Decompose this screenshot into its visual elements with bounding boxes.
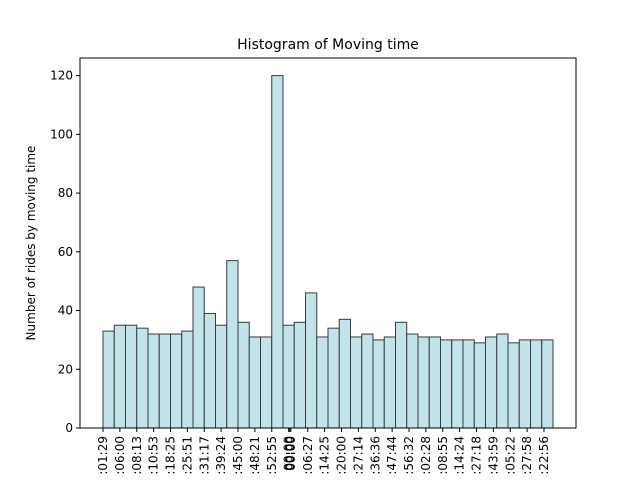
x-tick-label: 00:00 [284, 436, 298, 471]
chart-title: Histogram of Moving time [237, 37, 419, 53]
y-tick-label: 60 [58, 245, 73, 259]
x-tick-label: :27:18 [470, 436, 484, 475]
bar [316, 336, 329, 429]
bar [203, 312, 216, 429]
bar [158, 333, 171, 429]
bar [383, 336, 396, 429]
bar [293, 321, 306, 429]
y-tick-label: 100 [50, 127, 73, 141]
bar [541, 339, 554, 429]
bar [226, 260, 239, 429]
bar [215, 324, 228, 429]
x-tick-label: :05:22 [503, 436, 517, 475]
bar [507, 342, 520, 429]
bar [136, 327, 149, 429]
y-tick-label: 0 [65, 421, 73, 435]
bar [147, 333, 160, 429]
y-tick-label: 120 [50, 69, 73, 83]
x-tick-label: :48:21 [248, 436, 262, 475]
x-tick-label: :25:51 [180, 436, 194, 475]
x-tick-label: :20:00 [335, 436, 349, 475]
bar [181, 330, 194, 429]
y-tick-label: 40 [58, 304, 73, 318]
bar [125, 324, 138, 429]
bar [451, 339, 464, 429]
bar [530, 339, 543, 429]
bar [440, 339, 453, 429]
bar [361, 333, 374, 429]
x-tick-label: :14:24 [453, 436, 467, 475]
x-tick-label: 00:00 [283, 436, 297, 471]
bar [282, 324, 295, 429]
x-tick-label: :36:36 [368, 436, 382, 475]
x-tick-label: :27:58 [520, 436, 534, 475]
bar [248, 336, 261, 429]
y-tick-label: 80 [58, 186, 73, 200]
bar [170, 333, 183, 429]
bar [271, 75, 284, 429]
bar [113, 324, 126, 429]
x-tick-label: :18:25 [164, 436, 178, 475]
bar [496, 333, 509, 429]
x-tick-label: :06:27 [301, 436, 315, 475]
x-tick-label: :52:55 [265, 436, 279, 475]
y-axis: 0 20 40 60 80 100 120 [50, 69, 80, 435]
x-tick-label: :39:24 [214, 436, 228, 475]
y-tick-label: 20 [58, 362, 73, 376]
x-tick-label: :08:55 [436, 436, 450, 475]
bar [305, 292, 318, 429]
bar [327, 327, 340, 429]
x-tick-label: :27:14 [351, 436, 365, 475]
x-tick-label: :01:29 [96, 436, 110, 475]
bar [485, 336, 498, 429]
x-tick-label: :22:56 [537, 436, 551, 475]
bar [473, 342, 486, 429]
x-tick-label: :10:53 [147, 436, 161, 475]
bar [260, 336, 273, 429]
x-tick-label: 00:00 [282, 436, 296, 471]
bar [518, 339, 531, 429]
bar [428, 336, 441, 429]
x-tick-label: :45:00 [231, 436, 245, 475]
bar [417, 336, 430, 429]
bar [192, 286, 205, 429]
bar [395, 321, 408, 429]
bar [372, 339, 385, 429]
bar [462, 339, 475, 429]
bar [350, 336, 363, 429]
x-tick-label: :31:17 [197, 436, 211, 475]
x-tick-label: :14:25 [318, 436, 332, 475]
x-tick-label: :06:00 [113, 436, 127, 475]
x-tick-label: :56:32 [402, 436, 416, 475]
bar [237, 321, 250, 429]
x-axis: :01:29:06:00:08:13:10:53:18:25:25:51:31:… [96, 428, 551, 475]
x-tick-label: :02:28 [419, 436, 433, 475]
y-axis-label: Number of rides by moving time [24, 146, 38, 341]
plot-frame [79, 57, 577, 429]
x-tick-label: :47:44 [385, 436, 399, 475]
bar [338, 318, 351, 429]
bar [102, 330, 115, 429]
x-tick-label: :43:59 [486, 436, 500, 475]
bar [406, 333, 419, 429]
x-tick-label: :08:13 [130, 436, 144, 475]
